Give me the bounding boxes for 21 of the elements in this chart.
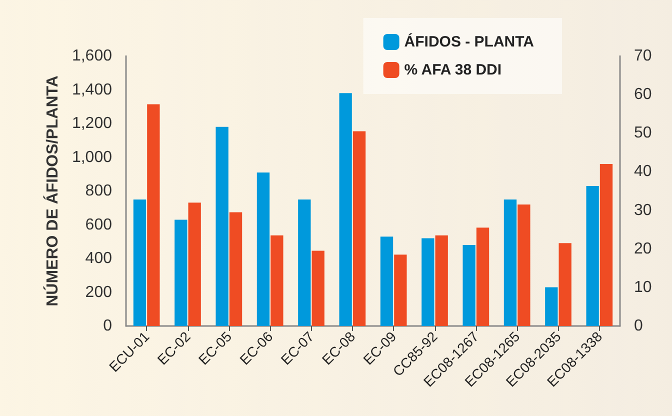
y2-tick-label: 50 [634,124,652,142]
y-tick-label: 400 [85,250,112,267]
y2-tick-label: 60 [634,86,652,104]
y2-tick-label: 20 [634,240,652,258]
y-tick-label: 600 [85,216,112,234]
y-tick-label: 1,600 [72,48,112,64]
y2-tick-label: 10 [634,278,652,296]
y-tick-label: 1,200 [72,115,112,132]
legend-label: ÁFIDOS - PLANTA [404,32,534,50]
y-axis-title: NÚMERO DE ÁFIDOS/PLANTA [42,75,62,306]
legend-label: % AFA 38 DDI [404,62,502,78]
y-tick-label: 0 [103,318,112,334]
y-tick-label: 1,400 [72,81,112,98]
y2-tick-label: 30 [634,202,652,219]
y-tick-label: 200 [85,284,112,301]
y2-tick-label: 70 [634,48,652,64]
bar [558,243,572,326]
y2-tick-label: 40 [634,163,652,180]
y2-tick-label: 0 [634,318,643,334]
y-tick-label: 800 [85,182,112,200]
y-tick-label: 1,000 [72,148,112,166]
